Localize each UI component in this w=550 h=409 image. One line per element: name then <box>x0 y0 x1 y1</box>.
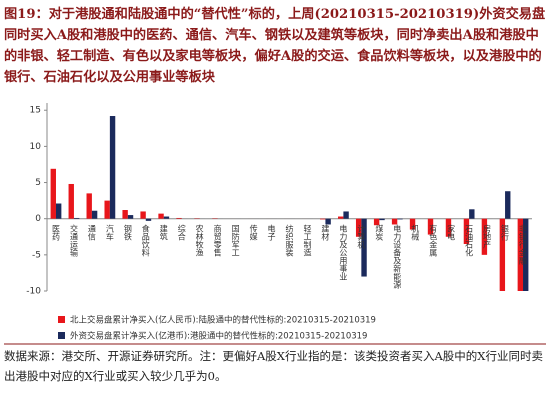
x-tick-label: 电力及公用事业 <box>339 224 348 281</box>
x-tick-label: 纺织服装 <box>285 224 294 258</box>
y-tick-label: -5 <box>32 250 41 260</box>
x-tick-label: 银行 <box>501 224 510 242</box>
y-tick-label: -10 <box>26 287 41 297</box>
x-tick-label: 煤炭 <box>375 224 384 242</box>
x-tick-label: 综合 <box>177 224 186 242</box>
bar <box>469 209 475 219</box>
x-tick-label: 通信 <box>87 224 96 242</box>
x-tick-label: 有色金属 <box>429 224 438 258</box>
x-tick-label: 计算机 <box>357 224 366 250</box>
bar <box>68 183 74 219</box>
legend-label: 外资交易盘累计净买入(亿港币):港股通中的替代性标的:20210315-2021… <box>70 331 367 342</box>
x-tick-label: 石油石化 <box>465 225 474 258</box>
x-tick-label: 非银行金融 <box>519 224 528 266</box>
x-tick-label: 电力设备及新能源 <box>393 224 402 290</box>
bar <box>499 218 506 291</box>
bar <box>91 210 98 219</box>
x-tick-label: 食品饮料 <box>141 224 150 258</box>
bar <box>343 211 349 219</box>
x-tick-label: 建材 <box>321 224 330 241</box>
bar <box>50 168 56 219</box>
x-tick-label: 机械 <box>411 224 420 242</box>
bar <box>86 193 92 219</box>
bar <box>176 217 182 219</box>
bar <box>109 116 116 219</box>
bar <box>104 200 110 219</box>
bar <box>73 217 80 219</box>
bar <box>55 203 62 219</box>
bar <box>140 211 146 219</box>
y-tick-label: 15 <box>30 106 41 116</box>
x-tick-label: 钢铁 <box>123 224 132 242</box>
bar <box>163 216 170 219</box>
x-tick-label: 家电 <box>447 224 456 241</box>
x-tick-label: 传媒 <box>249 224 258 242</box>
bar <box>505 191 511 219</box>
source-note: 数据来源：港交所、开源证券研究所。注：更偏好A股X行业指的是：该类投资者买入A股… <box>4 349 543 383</box>
title: 图19：对于港股通和陆股通中的“替代性”标的，上周(20210315-20210… <box>4 7 546 85</box>
x-tick-label: 轻工制造 <box>303 224 312 258</box>
bar <box>325 218 331 225</box>
y-tick-label: 10 <box>30 142 42 152</box>
y-tick-label: 5 <box>35 178 41 188</box>
bar <box>427 218 434 235</box>
bar <box>320 218 326 220</box>
bar <box>145 218 152 221</box>
x-tick-label: 交通运输 <box>69 224 78 258</box>
bar <box>158 213 164 219</box>
bar <box>355 218 362 237</box>
x-tick-label: 医药 <box>51 225 60 242</box>
x-tick-label: 房地产 <box>483 224 492 250</box>
x-tick-label: 商贸零售 <box>213 224 222 258</box>
x-tick-label: 农林牧渔 <box>195 224 204 257</box>
bar <box>127 215 134 219</box>
bar <box>391 218 398 225</box>
bar <box>373 218 380 226</box>
bar <box>361 218 367 277</box>
bar <box>445 218 452 237</box>
bar <box>122 210 128 219</box>
bar <box>517 218 524 291</box>
legend-swatch <box>58 316 65 323</box>
bar <box>379 218 385 221</box>
bar <box>523 218 529 291</box>
x-tick-label: 汽车 <box>105 224 114 242</box>
bar <box>338 216 344 219</box>
bar <box>463 218 470 244</box>
x-tick-label: 电子 <box>267 224 276 241</box>
bar <box>397 218 403 220</box>
bar <box>481 218 488 255</box>
x-tick-label: 建筑 <box>159 224 168 242</box>
legend-label: 北上交易盘累计净买入(亿人民币):陆股通中的替代性标的:20210315-202… <box>70 315 376 326</box>
y-tick-label: 0 <box>35 214 41 224</box>
bar <box>409 218 416 230</box>
x-tick-label: 国防军工 <box>231 225 240 257</box>
legend-swatch <box>58 332 65 339</box>
